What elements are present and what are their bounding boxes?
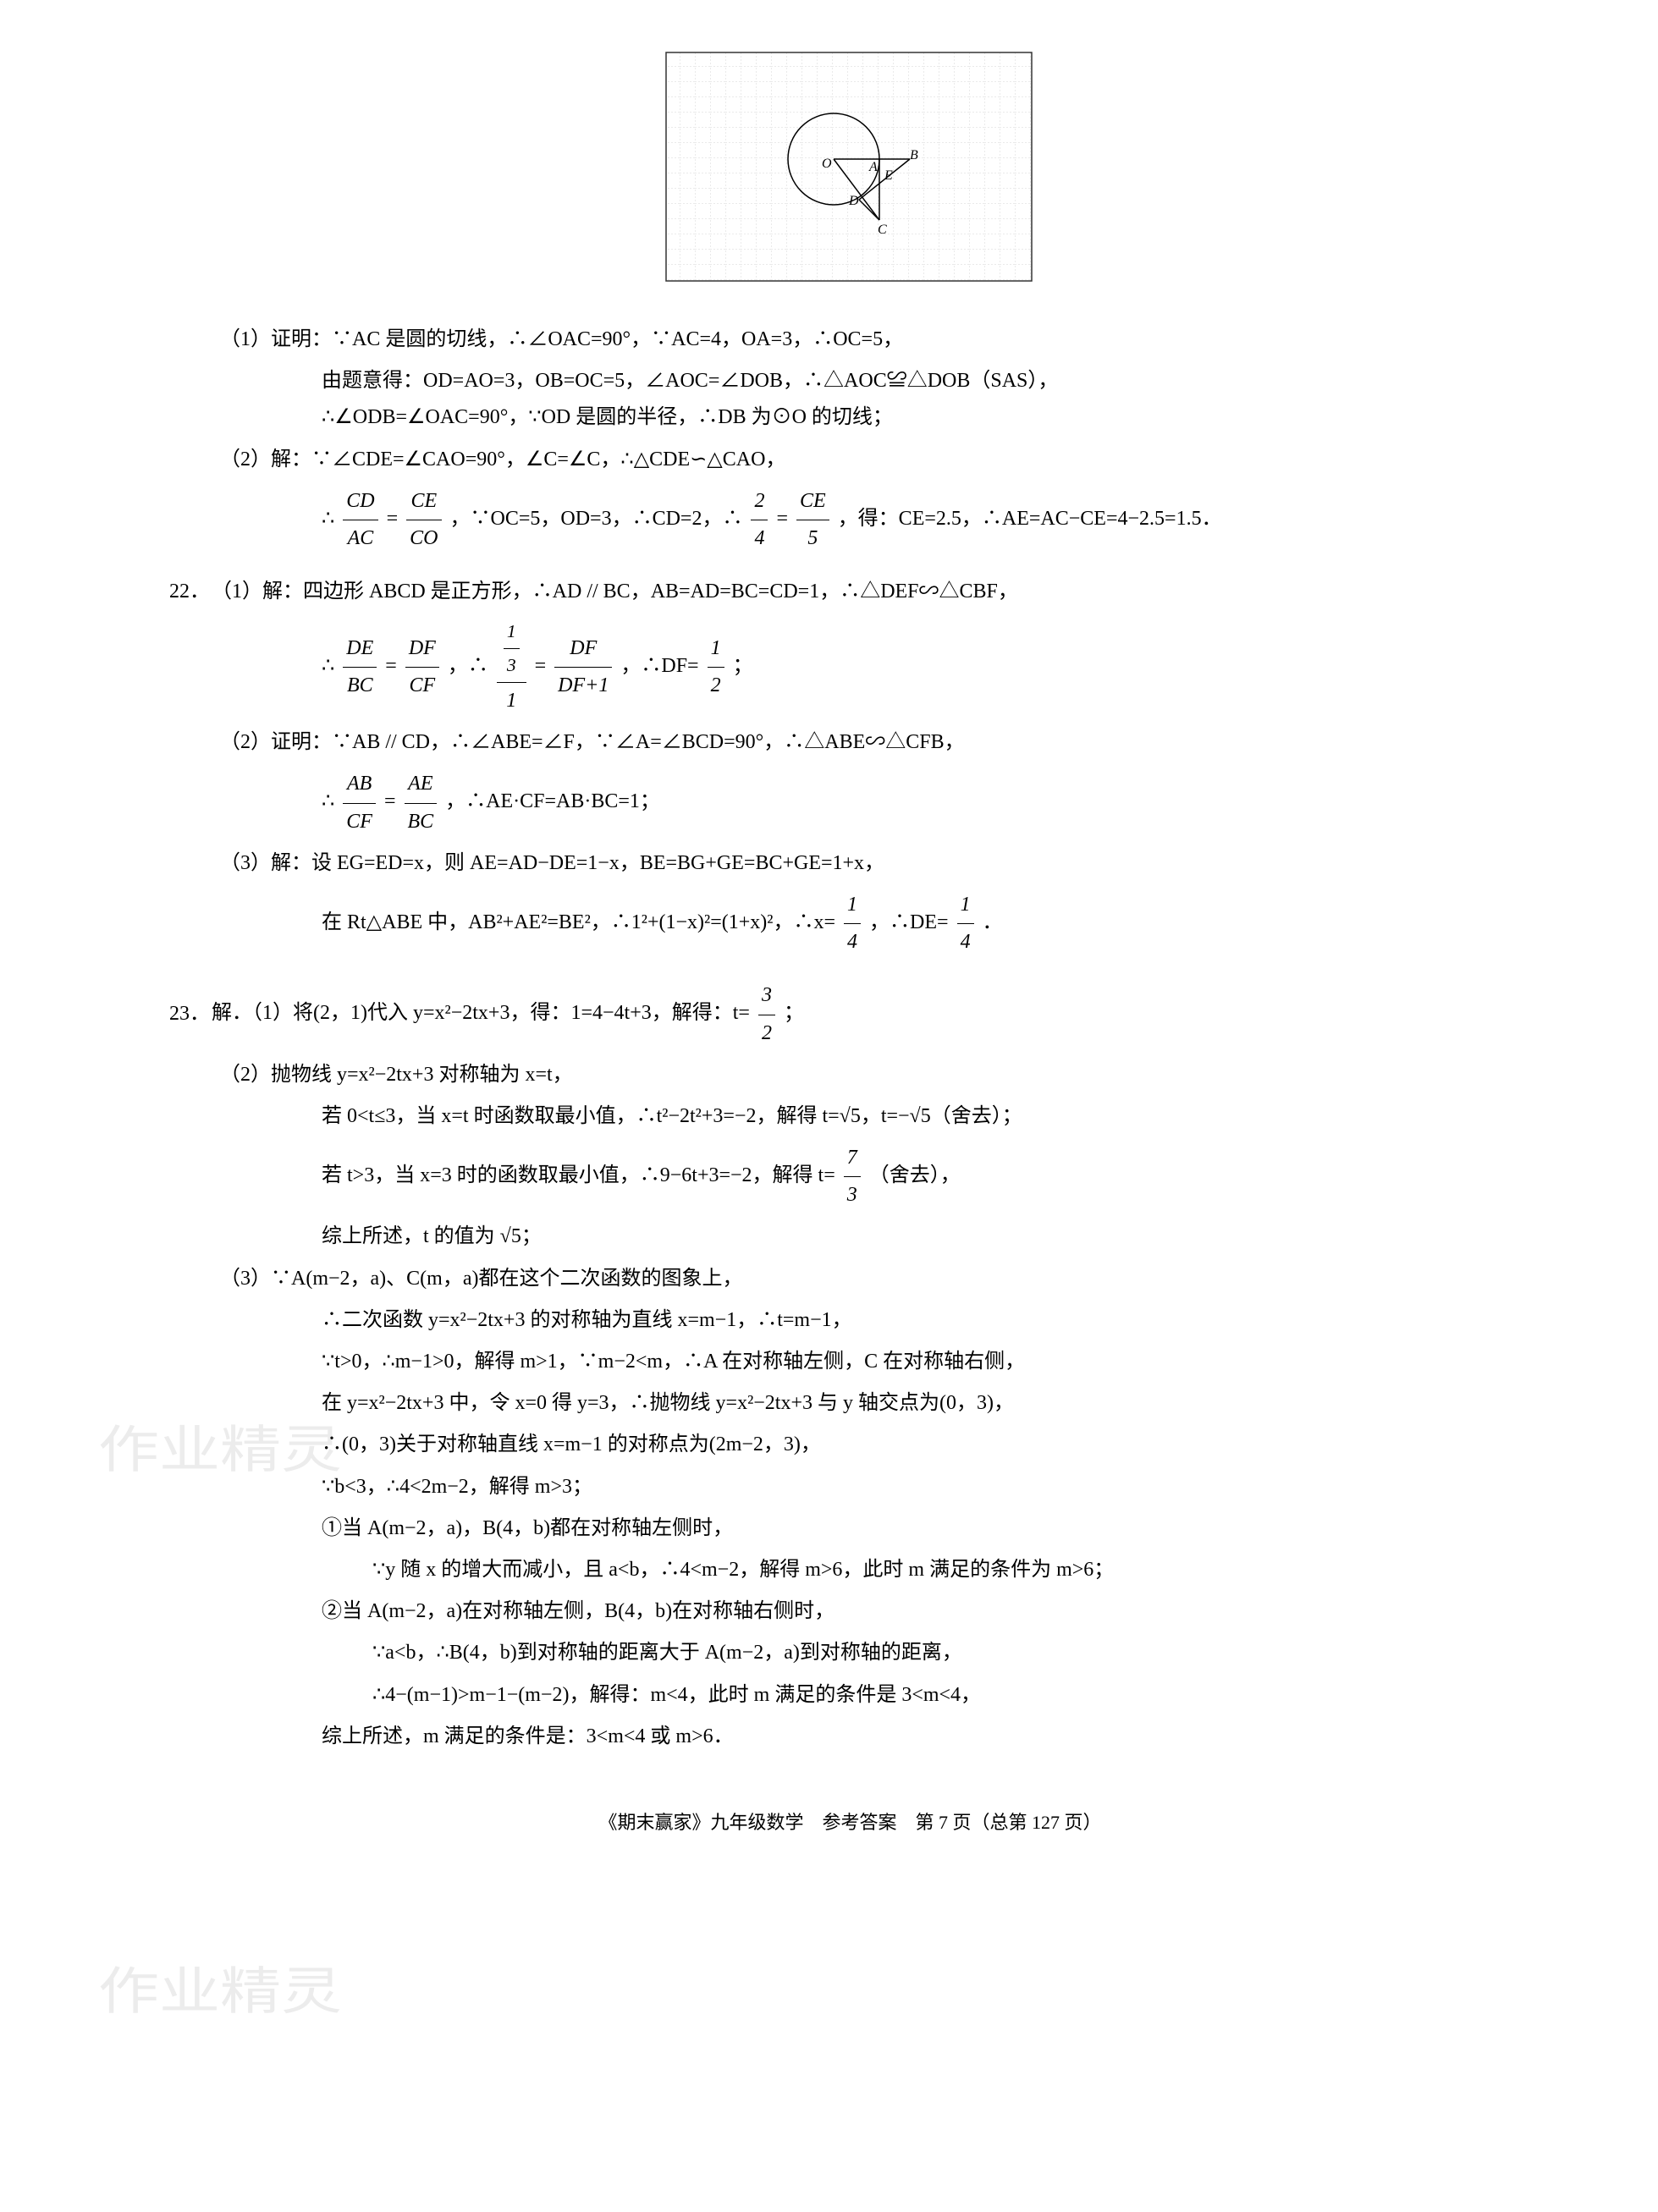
text: （舍去）， <box>869 1164 961 1186</box>
watermark: 作业精灵 <box>98 1946 342 2038</box>
fraction-1-4a: 14 <box>840 887 864 960</box>
p23-3-l8: ∵y 随 x 的增大而减小，且 a<b，∴4<m−2，解得 m>6，此时 m 满… <box>169 1552 1531 1588</box>
problem-number: 22． <box>169 574 212 610</box>
svg-text:O: O <box>822 157 832 171</box>
fraction-3-2: 32 <box>755 977 779 1051</box>
text: = <box>776 508 793 530</box>
svg-text:E: E <box>884 168 893 183</box>
p21-1-l2: 由题意得：OD=AO=3，OB=OC=5，∠AOC=∠DOB，∴△AOC≌△DO… <box>169 363 1531 399</box>
problem-number: 23． <box>169 996 212 1032</box>
p23-3-l10: ∵a<b，∴B(4，b)到对称轴的距离大于 A(m−2，a)到对称轴的距离， <box>169 1635 1531 1671</box>
p22-2-l1: （2）证明：∵AB // CD，∴∠ABE=∠F，∵∠A=∠BCD=90°，∴△… <box>169 724 1531 761</box>
problem-23: 23．解．（1）将(2，1)代入 y=x²−2tx+3，得：1=4−4t+3，解… <box>169 977 1531 1755</box>
text: ，∴AE·CF=AB·BC=1； <box>445 791 660 813</box>
text: ，∴DE= <box>869 911 949 933</box>
text: ． <box>983 911 1003 933</box>
p23-3-l9: ②当 A(m−2，a)在对称轴左侧，B(4，b)在对称轴右侧时， <box>169 1593 1531 1630</box>
text: （1）解：四边形 ABCD 是正方形，∴AD // BC，AB=AD=BC=CD… <box>212 581 1018 603</box>
p23-3-l7: ①当 A(m−2，a)，B(4，b)都在对称轴左侧时， <box>169 1510 1531 1547</box>
p23-3-l12: 综上所述，m 满足的条件是：3<m<4 或 m>6． <box>169 1719 1531 1755</box>
p23-3-l5: ∴(0，3)关于对称轴直线 x=m−1 的对称点为(2m−2，3)， <box>169 1427 1531 1463</box>
fraction-nested: 13 1 <box>493 615 530 719</box>
fraction-ce-5: CE5 <box>793 483 833 557</box>
p23-3-l4: 在 y=x²−2tx+3 中，令 x=0 得 y=3，∴抛物线 y=x²−2tx… <box>169 1385 1531 1422</box>
fraction-cd-ac: CDAC <box>339 483 381 557</box>
p23-3-l2: ∴二次函数 y=x²−2tx+3 的对称轴为直线 x=m−1，∴t=m−1， <box>169 1302 1531 1339</box>
p22-2-l2: ∴ ABCF = AEBC ，∴AE·CF=AB·BC=1； <box>169 766 1531 839</box>
p21-2-l2: ∴ CDAC = CECO ，∵OC=5，OD=3，∴CD=2，∴ 24 = C… <box>169 483 1531 557</box>
p23-3-l11: ∴4−(m−1)>m−1−(m−2)，解得：m<4，此时 m 满足的条件是 3<… <box>169 1677 1531 1714</box>
fraction-ce-co: CECO <box>403 483 444 557</box>
text: 解．（1）将(2，1)代入 y=x²−2tx+3，得：1=4−4t+3，解得：t… <box>212 1003 750 1025</box>
fraction-de-bc: DEBC <box>339 630 380 704</box>
fraction-df-cf: DFCF <box>402 630 443 704</box>
text: ，∴ <box>448 655 488 677</box>
fraction-ab-cf: ABCF <box>339 766 379 839</box>
p23-3-l1: （3）∵A(m−2，a)、C(m，a)都在这个二次函数的图象上， <box>169 1261 1531 1297</box>
p23-1: 23．解．（1）将(2，1)代入 y=x²−2tx+3，得：1=4−4t+3，解… <box>169 977 1531 1051</box>
svg-text:A: A <box>868 160 878 174</box>
text: 在 Rt△ABE 中，AB²+AE²=BE²，∴1²+(1−x)²=(1+x)²… <box>322 911 835 933</box>
text: = <box>535 655 552 677</box>
text: ∴ <box>322 508 334 530</box>
p23-2-l2: 若 0<t≤3，当 x=t 时函数取最小值，∴t²−2t²+3=−2，解得 t=… <box>169 1098 1531 1135</box>
p22-1-l1: 22．（1）解：四边形 ABCD 是正方形，∴AD // BC，AB=AD=BC… <box>169 574 1531 610</box>
text: ∴ <box>322 655 334 677</box>
problem-22: 22．（1）解：四边形 ABCD 是正方形，∴AD // BC，AB=AD=BC… <box>169 574 1531 960</box>
p22-3-l2: 在 Rt△ABE 中，AB²+AE²=BE²，∴1²+(1−x)²=(1+x)²… <box>169 887 1531 960</box>
text: ∴ <box>322 791 334 813</box>
p23-2-l4: 综上所述，t 的值为 √5； <box>169 1219 1531 1255</box>
fraction-7-3: 73 <box>840 1140 864 1213</box>
text: ，∴DF= <box>620 655 698 677</box>
p21-1-l3: ∴∠ODB=∠OAC=90°，∵OD 是圆的半径，∴DB 为⊙O 的切线； <box>169 399 1531 436</box>
p23-3-l6: ∵b<3，∴4<2m−2，解得 m>3； <box>169 1469 1531 1505</box>
svg-text:B: B <box>910 148 918 162</box>
fraction-1-4b: 14 <box>954 887 978 960</box>
page-footer: 《期末赢家》九年级数学 参考答案 第 7 页（总第 127 页） <box>169 1806 1531 1840</box>
svg-text:C: C <box>878 223 887 237</box>
p23-3-l3: ∵t>0，∴m−1>0，解得 m>1，∵m−2<m，∴A 在对称轴左侧，C 在对… <box>169 1344 1531 1380</box>
p23-2-l3: 若 t>3，当 x=3 时的函数取最小值，∴9−6t+3=−2，解得 t= 73… <box>169 1140 1531 1213</box>
text: ； <box>784 1003 804 1025</box>
text: ，∵OC=5，OD=3，∴CD=2，∴ <box>450 508 743 530</box>
text: = <box>385 655 402 677</box>
text: ，得：CE=2.5，∴AE=AC−CE=4−2.5=1.5． <box>838 508 1222 530</box>
p21-2-l1: （2）解：∵∠CDE=∠CAO=90°，∠C=∠C，∴△CDE∽△CAO， <box>169 442 1531 478</box>
svg-text:D: D <box>848 194 859 208</box>
p22-1-l2: ∴ DEBC = DFCF ，∴ 13 1 = DFDF+1 ，∴DF= 12 … <box>169 615 1531 719</box>
p21-1-l1: （1）证明：∵AC 是圆的切线，∴∠OAC=90°，∵AC=4，OA=3，∴OC… <box>169 322 1531 358</box>
p23-2-l1: （2）抛物线 y=x²−2tx+3 对称轴为 x=t， <box>169 1057 1531 1093</box>
fraction-1-2: 12 <box>704 630 728 704</box>
fraction-2-4: 24 <box>747 483 771 557</box>
problem-21: （1）证明：∵AC 是圆的切线，∴∠OAC=90°，∵AC=4，OA=3，∴OC… <box>169 322 1531 557</box>
text: = <box>387 508 399 530</box>
text: 若 t>3，当 x=3 时的函数取最小值，∴9−6t+3=−2，解得 t= <box>322 1164 835 1186</box>
text: = <box>384 791 401 813</box>
p22-3-l1: （3）解：设 EG=ED=x，则 AE=AD−DE=1−x，BE=BG+GE=B… <box>169 845 1531 882</box>
fraction-ae-bc: AEBC <box>401 766 441 839</box>
text: ； <box>733 655 753 677</box>
fraction-df-dfp1: DFDF+1 <box>551 630 615 704</box>
geometry-diagram: O A B E D C <box>664 51 1037 288</box>
